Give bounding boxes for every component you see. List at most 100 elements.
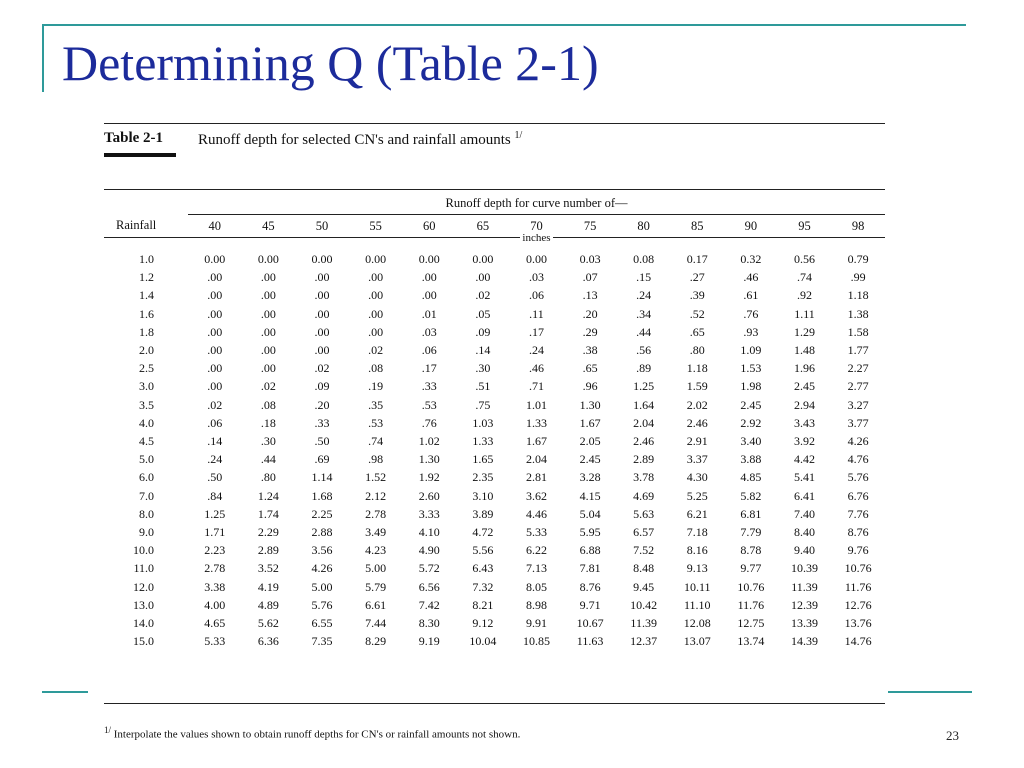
cn-column-header: 80 [616, 214, 671, 238]
runoff-value-cell: .03 [421, 324, 437, 339]
runoff-value-cell: 6.88 [579, 543, 601, 558]
runoff-value-cell: 3.27 [847, 397, 869, 412]
cn-column-header: 85 [670, 214, 725, 238]
runoff-value-cell: .50 [314, 434, 330, 449]
runoff-value-cell: 7.13 [525, 561, 547, 576]
runoff-value-cell: 5.04 [579, 506, 601, 521]
runoff-value-cell: 8.30 [418, 616, 440, 631]
runoff-value-cell: .30 [260, 434, 276, 449]
units-rule [456, 237, 510, 250]
rainfall-cell: 13.0 [133, 597, 154, 612]
runoff-value-cell: .00 [207, 270, 223, 285]
runoff-value-cell: 5.63 [633, 506, 655, 521]
runoff-value-cell: .92 [797, 288, 812, 303]
cn-column-header: 75 [563, 214, 617, 238]
rainfall-cell: 15.0 [133, 634, 154, 649]
rainfall-cell: 1.8 [139, 324, 154, 339]
rainfall-column-header: Rainfall [104, 214, 188, 238]
runoff-value-cell: 5.00 [311, 579, 333, 594]
runoff-value-cell: 4.69 [633, 488, 655, 503]
runoff-value-cell: .24 [528, 343, 544, 358]
table-row: 11.0 2.78 3.52 4.26 5.00 5.72 6.43 7.13 7.81 8.48… [104, 559, 885, 577]
runoff-value-cell: 3.37 [686, 452, 708, 467]
runoff-value-cell: 6.21 [686, 506, 708, 521]
table-row: 1.6 .00 .00 .00 .00 .01 .05 .11 .20 .34 .52 .76 1.11… [104, 305, 885, 323]
runoff-value-cell: 4.00 [204, 597, 226, 612]
runoff-value-cell: 4.26 [311, 561, 333, 576]
units-rule [670, 237, 725, 250]
runoff-value-cell: 2.94 [794, 397, 815, 412]
table-row: 12.0 3.38 4.19 5.00 5.79 6.56 7.32 8.05 8.76 9.45… [104, 578, 885, 596]
runoff-value-cell: 9.71 [579, 597, 601, 612]
runoff-value-cell: 2.81 [525, 470, 547, 485]
runoff-value-cell: 6.36 [257, 634, 279, 649]
runoff-value-cell: 1.68 [311, 488, 333, 503]
runoff-value-cell: .00 [260, 270, 276, 285]
runoff-value-cell: .76 [421, 415, 437, 430]
runoff-value-cell: .03 [528, 270, 544, 285]
table-row: 3.0 .00 .02 .09 .19 .33 .51 .71 .96 1.25 1.59 1.98 2… [104, 377, 885, 395]
footnote-mark: 1/ [104, 725, 112, 735]
table-row: 4.0 .06 .18 .33 .53 .76 1.03 1.33 1.67 2.04 2.46 2.… [104, 414, 885, 432]
runoff-value-cell: 5.72 [418, 561, 440, 576]
runoff-value-cell: .14 [475, 343, 491, 358]
table-caption-text: Runoff depth for selected CN's and rainf… [198, 132, 511, 148]
runoff-value-cell: 3.33 [418, 506, 440, 521]
runoff-value-cell: .56 [636, 343, 652, 358]
runoff-value-cell: 6.41 [794, 488, 815, 503]
runoff-value-cell: 3.38 [204, 579, 226, 594]
cn-column-header: 90 [724, 214, 778, 238]
runoff-value-cell: 4.76 [847, 452, 869, 467]
runoff-value-cell: 2.29 [257, 525, 279, 540]
runoff-table: Runoff depth for curve number of— Rainfa… [104, 192, 885, 650]
runoff-value-cell: 6.56 [418, 579, 440, 594]
runoff-value-cell: .84 [207, 488, 223, 503]
runoff-value-cell: 2.78 [204, 561, 226, 576]
runoff-value-cell: .00 [207, 361, 223, 376]
table-row: 2.0 .00 .00 .00 .02 .06 .14 .24 .38 .56 .80 1.09 1.4… [104, 341, 885, 359]
runoff-value-cell: 2.25 [311, 506, 333, 521]
runoff-value-cell: 1.30 [418, 452, 440, 467]
runoff-value-cell: .00 [260, 306, 276, 321]
runoff-value-cell: 0.00 [257, 252, 279, 266]
runoff-value-cell: 14.76 [844, 634, 872, 649]
runoff-value-cell: 2.60 [418, 488, 440, 503]
runoff-value-cell: .06 [421, 343, 437, 358]
rainfall-cell: 4.0 [139, 415, 154, 430]
runoff-value-cell: 13.74 [737, 634, 765, 649]
runoff-value-cell: 2.92 [740, 415, 762, 430]
rainfall-cell: 14.0 [133, 616, 154, 631]
runoff-value-cell: .02 [260, 379, 276, 394]
runoff-value-cell: 5.95 [579, 525, 601, 540]
runoff-value-cell: 2.23 [204, 543, 226, 558]
table-row: 6.0 .50 .80 1.14 1.52 1.92 2.35 2.81 3.28 3.78 4.3… [104, 468, 885, 486]
footnote-text: Interpolate the values shown to obtain r… [113, 728, 521, 741]
runoff-value-cell: 1.74 [257, 506, 279, 521]
runoff-value-cell: 7.79 [740, 525, 762, 540]
runoff-value-cell: 7.40 [794, 506, 815, 521]
runoff-value-cell: 4.10 [418, 525, 440, 540]
table-row: 14.0 4.65 5.62 6.55 7.44 8.30 9.12 9.91 10.67 11.… [104, 614, 885, 632]
runoff-value-cell: .71 [528, 379, 544, 394]
runoff-value-cell: .44 [636, 324, 652, 339]
runoff-value-cell: 1.52 [365, 470, 387, 485]
runoff-value-cell: .00 [368, 306, 384, 321]
runoff-value-cell: 4.26 [847, 434, 869, 449]
runoff-value-cell: 4.85 [740, 470, 762, 485]
runoff-value-cell: .30 [475, 361, 491, 376]
runoff-value-cell: .50 [207, 470, 223, 485]
runoff-value-cell: 3.89 [472, 506, 494, 521]
curve-number-group-header: Runoff depth for curve number of— [188, 192, 885, 215]
runoff-value-cell: 10.11 [684, 579, 711, 594]
rainfall-cell: 5.0 [139, 452, 154, 467]
runoff-value-cell: 4.72 [472, 525, 494, 540]
table-row: 5.0 .24 .44 .69 .98 1.30 1.65 2.04 2.45 2.89 3.37 3… [104, 450, 885, 468]
runoff-value-cell: .29 [582, 324, 598, 339]
runoff-value-cell: 1.14 [311, 470, 333, 485]
runoff-value-cell: 0.56 [794, 252, 815, 266]
table-row: 1.0 0.00 0.00 0.00 0.00 0.00 0.00 0.00 0.03 0.08 0… [104, 250, 885, 268]
runoff-value-cell: 1.03 [472, 415, 494, 430]
runoff-value-cell: .74 [368, 434, 384, 449]
runoff-value-cell: 1.58 [847, 324, 869, 339]
runoff-value-cell: 0.00 [365, 252, 387, 266]
